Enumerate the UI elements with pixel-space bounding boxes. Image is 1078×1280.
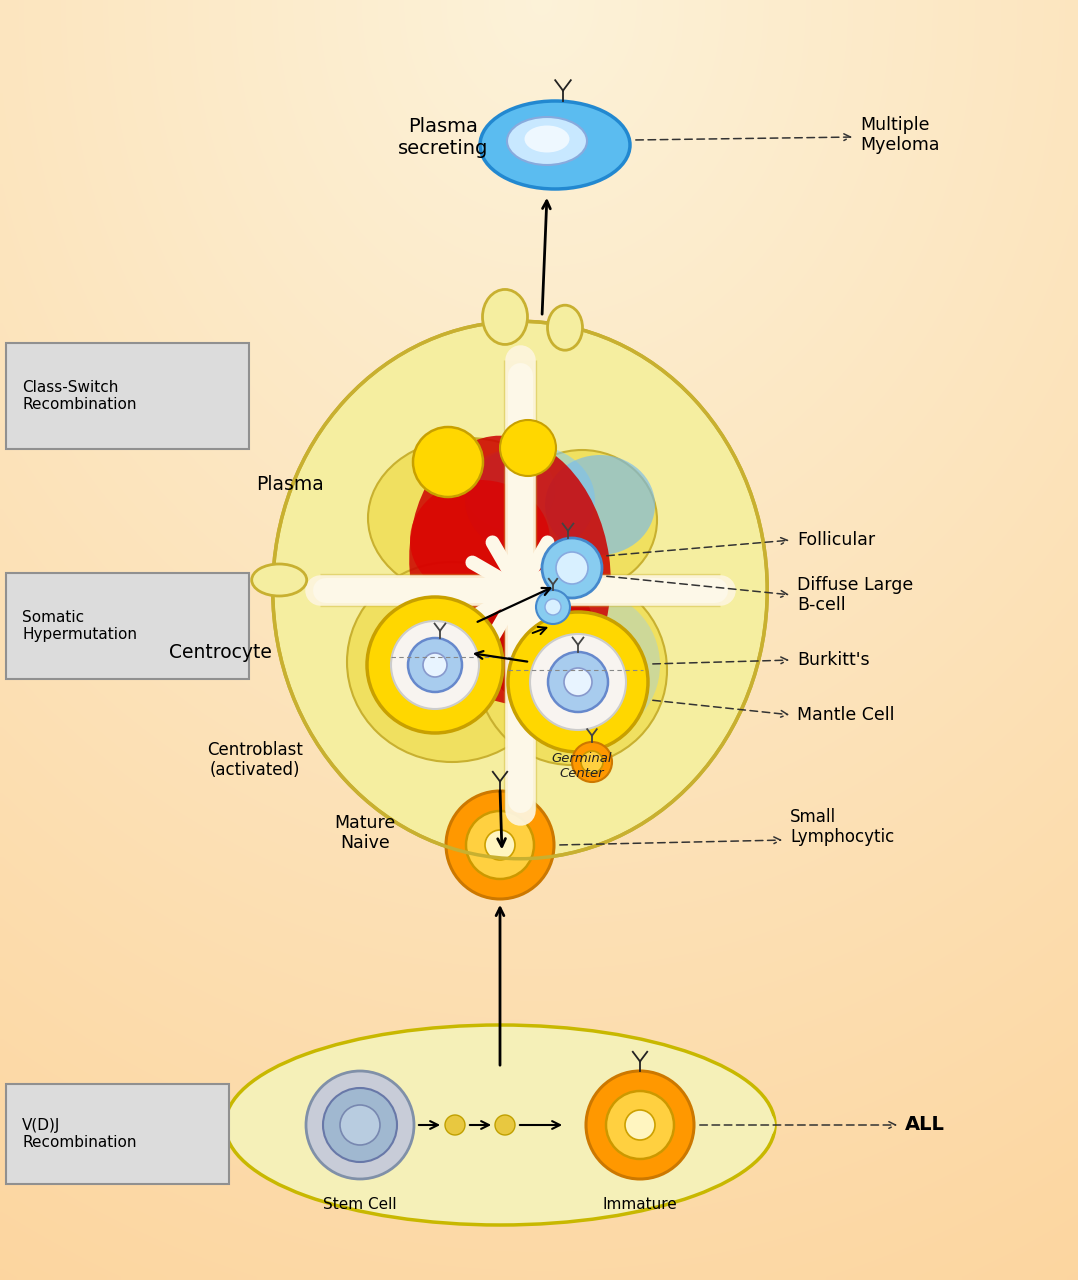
FancyBboxPatch shape: [6, 573, 249, 678]
Circle shape: [323, 1088, 397, 1162]
Ellipse shape: [410, 435, 611, 704]
Circle shape: [391, 621, 479, 709]
Circle shape: [498, 568, 542, 612]
Ellipse shape: [465, 451, 555, 530]
Ellipse shape: [347, 562, 557, 762]
Text: Burkitt's: Burkitt's: [797, 652, 870, 669]
Circle shape: [548, 652, 608, 712]
FancyBboxPatch shape: [6, 1084, 229, 1184]
Text: Plasma: Plasma: [257, 475, 323, 494]
Circle shape: [367, 596, 503, 733]
Text: Immature: Immature: [603, 1197, 677, 1212]
Circle shape: [606, 1091, 674, 1158]
Circle shape: [495, 1115, 515, 1135]
Text: Germinal
Center: Germinal Center: [552, 751, 612, 780]
Ellipse shape: [483, 289, 527, 344]
Circle shape: [625, 1110, 655, 1140]
Ellipse shape: [485, 575, 595, 705]
Ellipse shape: [510, 590, 660, 740]
Circle shape: [407, 637, 462, 692]
Text: Mantle Cell: Mantle Cell: [797, 707, 895, 724]
Ellipse shape: [465, 445, 595, 556]
Circle shape: [581, 751, 603, 773]
Ellipse shape: [476, 575, 667, 765]
Circle shape: [485, 829, 515, 860]
Text: V(D)J
Recombination: V(D)J Recombination: [22, 1117, 137, 1151]
Text: Mature
Naive: Mature Naive: [334, 814, 396, 852]
Circle shape: [586, 1071, 694, 1179]
Ellipse shape: [368, 438, 568, 598]
Ellipse shape: [545, 454, 655, 556]
Circle shape: [413, 428, 483, 497]
Text: ALL: ALL: [906, 1115, 945, 1134]
Circle shape: [536, 590, 570, 623]
Circle shape: [556, 552, 588, 584]
Ellipse shape: [251, 564, 307, 596]
Ellipse shape: [225, 1060, 775, 1190]
Circle shape: [423, 653, 447, 677]
Ellipse shape: [507, 116, 588, 165]
Ellipse shape: [410, 480, 550, 600]
Ellipse shape: [548, 305, 582, 351]
Circle shape: [500, 420, 556, 476]
Circle shape: [508, 612, 648, 751]
Text: Somatic
Hypermutation: Somatic Hypermutation: [22, 609, 137, 643]
Text: Plasma
secreting: Plasma secreting: [398, 116, 488, 157]
Text: Centroblast
(activated): Centroblast (activated): [207, 741, 303, 780]
Circle shape: [545, 599, 561, 614]
Text: Diffuse Large
B-cell: Diffuse Large B-cell: [797, 576, 913, 614]
Text: Follicular: Follicular: [797, 531, 875, 549]
Circle shape: [572, 742, 612, 782]
Ellipse shape: [525, 125, 569, 152]
Text: Stem Cell: Stem Cell: [323, 1197, 397, 1212]
Circle shape: [446, 791, 554, 899]
Text: Small
Lymphocytic: Small Lymphocytic: [790, 808, 895, 846]
Circle shape: [306, 1071, 414, 1179]
Ellipse shape: [507, 451, 657, 590]
Circle shape: [445, 1115, 465, 1135]
Ellipse shape: [225, 1025, 775, 1225]
Ellipse shape: [480, 101, 630, 189]
Circle shape: [340, 1105, 381, 1146]
Text: Multiple
Myeloma: Multiple Myeloma: [860, 115, 940, 155]
Circle shape: [564, 668, 592, 696]
Text: Centrocyte: Centrocyte: [168, 643, 272, 662]
Text: Class-Switch
Recombination: Class-Switch Recombination: [22, 380, 137, 412]
FancyBboxPatch shape: [6, 343, 249, 449]
Circle shape: [530, 634, 626, 730]
Circle shape: [542, 538, 602, 598]
Ellipse shape: [273, 321, 768, 859]
Circle shape: [466, 812, 534, 879]
